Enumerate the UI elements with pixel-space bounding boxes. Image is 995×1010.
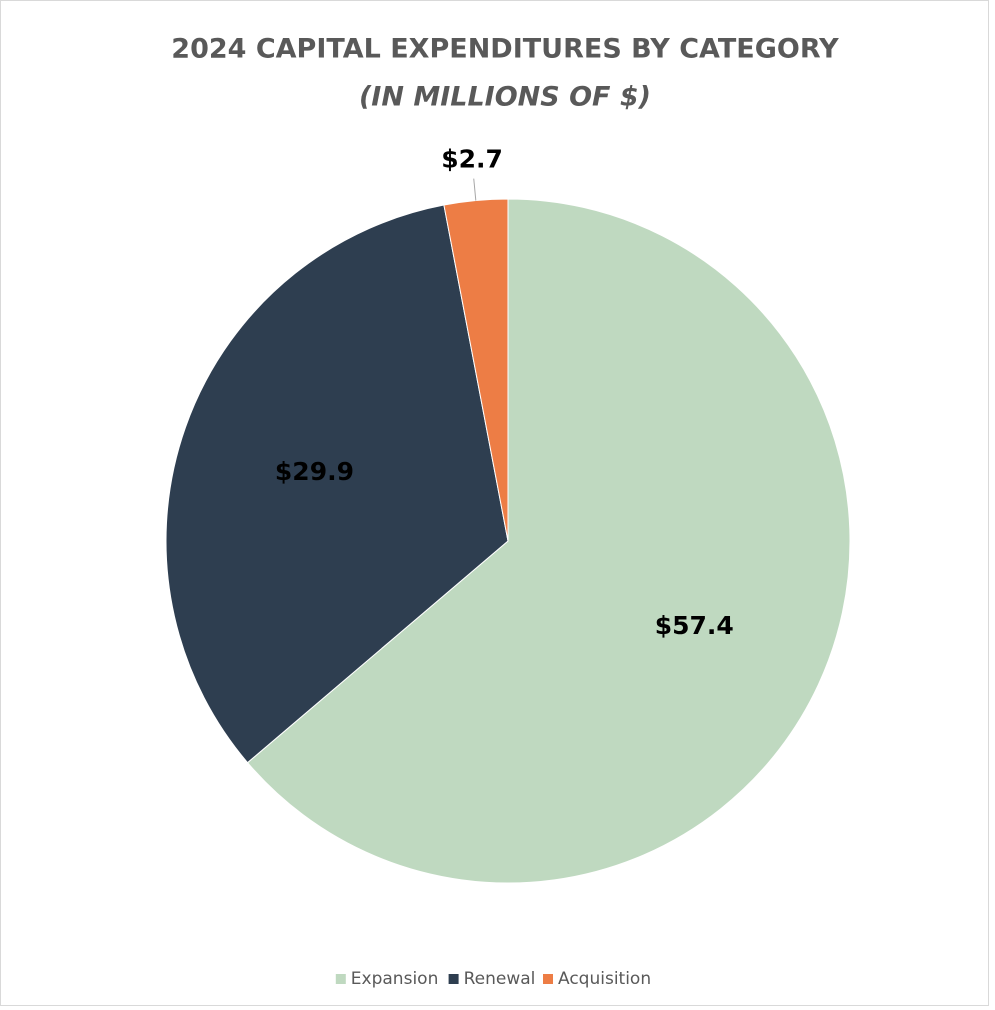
legend-swatch bbox=[448, 974, 459, 984]
chart-title: 2024 CAPITAL EXPENDITURES BY CATEGORY bbox=[171, 34, 839, 65]
data-label: $29.9 bbox=[275, 457, 354, 486]
legend-swatch bbox=[335, 974, 346, 984]
data-label: $2.7 bbox=[441, 145, 503, 174]
legend-label: Expansion bbox=[351, 969, 439, 989]
leader-line bbox=[473, 178, 477, 201]
chart-subtitle: (IN MILLIONS OF $) bbox=[359, 82, 651, 113]
data-label: $57.4 bbox=[655, 611, 734, 640]
pie-slice bbox=[246, 198, 851, 884]
pie-slice bbox=[165, 204, 509, 764]
legend-label: Acquisition bbox=[558, 969, 651, 989]
legend-swatch bbox=[543, 974, 553, 984]
legend-label: Renewal bbox=[464, 969, 536, 989]
pie-slice bbox=[443, 198, 509, 542]
